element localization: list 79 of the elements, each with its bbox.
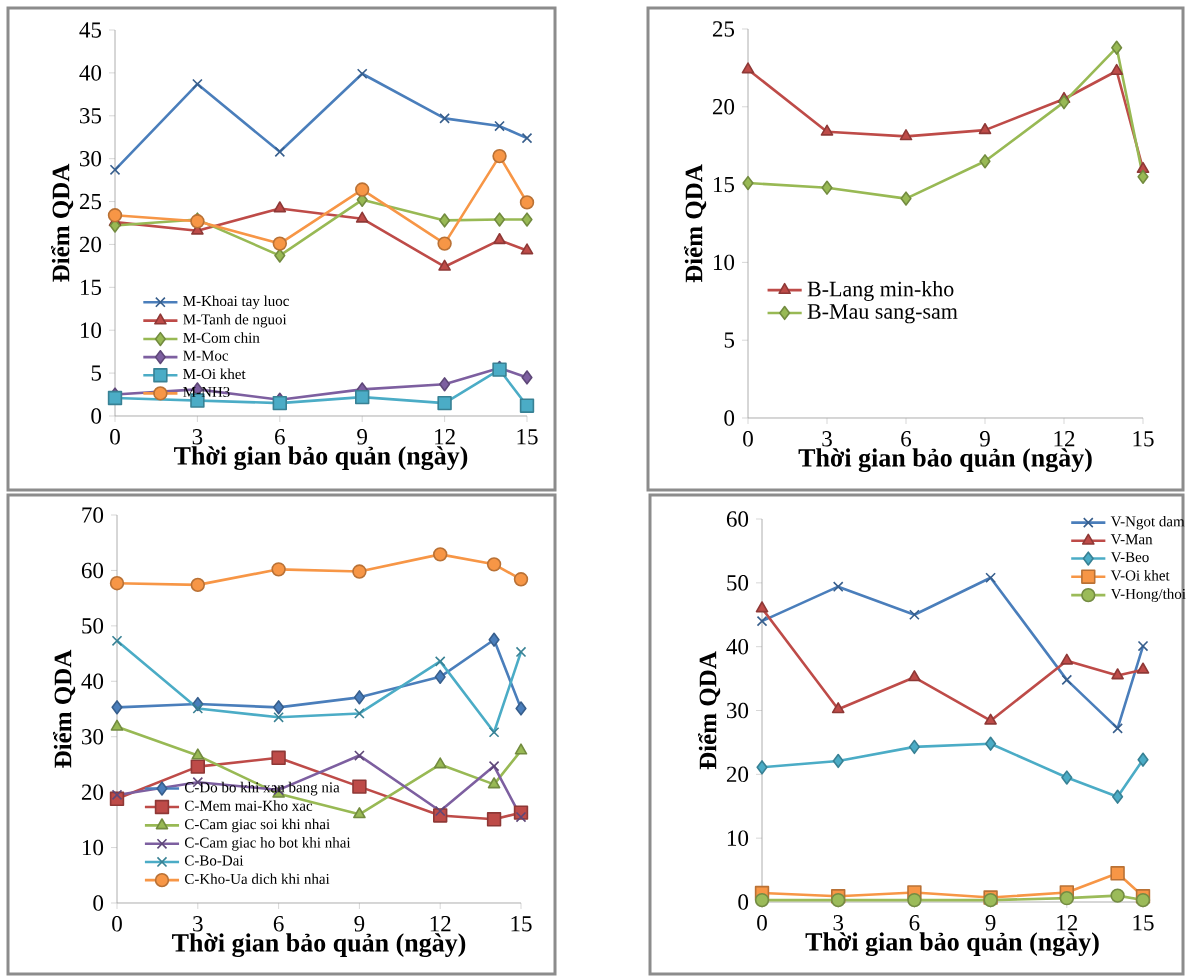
y-tick-label: 5 — [724, 332, 735, 348]
legend-label: C-Cam giac soi khi nhai — [184, 818, 330, 833]
y-tick-label: 35 — [80, 108, 102, 124]
y-tick-label: 20 — [712, 99, 735, 115]
y-axis-title: Điểm QDA — [52, 649, 76, 768]
legend-label: V-Oi khet — [1110, 569, 1170, 581]
x-tick-label: 0 — [757, 915, 767, 931]
x-tick-label: 6 — [901, 431, 912, 447]
y-tick-label: 10 — [80, 322, 102, 338]
y-tick-label: 30 — [727, 702, 749, 719]
x-tick-label: 9 — [985, 915, 996, 931]
y-tick-label: 10 — [713, 254, 735, 271]
y-tick-label: 20 — [81, 784, 104, 800]
x-axis-title: Thời gian bảo quản (ngày) — [805, 932, 1099, 957]
x-tick-label: 15 — [1133, 431, 1154, 447]
y-tick-label: 5 — [91, 365, 102, 381]
y-tick-label: 10 — [82, 839, 104, 856]
y-tick-label: 40 — [79, 65, 102, 81]
x-axis-title: Thời gian bảo quản (ngày) — [798, 448, 1092, 473]
y-tick-label: 40 — [81, 673, 104, 690]
x-tick-label: 15 — [517, 429, 538, 445]
y-axis-title: Điểm QDA — [683, 164, 707, 283]
x-tick-label: 3 — [822, 431, 832, 447]
x-tick-label: 0 — [110, 429, 120, 445]
x-tick-label: 15 — [1133, 915, 1154, 931]
legend-label: V-Hong/thoi — [1110, 588, 1186, 603]
y-tick-label: 40 — [726, 638, 749, 655]
x-tick-label: 6 — [909, 915, 920, 931]
legend-label: B-Lang min-kho — [807, 280, 954, 301]
y-tick-label: 15 — [713, 176, 735, 193]
y-tick-label: 50 — [82, 618, 104, 634]
x-tick-label: 12 — [435, 429, 455, 445]
legend-label: C-Bo-Dai — [184, 855, 244, 866]
x-tick-label: 3 — [193, 916, 203, 932]
y-tick-label: 20 — [79, 236, 102, 253]
x-tick-label: 3 — [192, 429, 203, 445]
legend-label: B-Mau sang-sam — [807, 304, 958, 324]
y-tick-label: 50 — [727, 575, 749, 591]
legend-label: M-Com chin — [183, 332, 260, 343]
y-tick-label: 10 — [727, 830, 749, 846]
x-tick-label: 9 — [357, 429, 367, 445]
legend-label: C-Kho-Ua dich khi nhai — [184, 873, 330, 884]
y-tick-label: 20 — [726, 766, 749, 783]
x-tick-label: 6 — [273, 916, 284, 932]
y-tick-label: 45 — [79, 22, 102, 38]
y-tick-label: 70 — [82, 507, 104, 523]
x-axis-title: Thời gian bảo quản (ngày) — [174, 446, 468, 471]
y-tick-label: 0 — [91, 408, 102, 424]
y-tick-label: 60 — [81, 562, 104, 579]
legend-label: C-Mem mai-Kho xac — [184, 800, 313, 811]
legend-label: V-Man — [1110, 534, 1153, 545]
x-axis-title: Thời gian bảo quản (ngày) — [172, 933, 466, 958]
x-tick-label: 12 — [1054, 431, 1075, 447]
y-tick-label: 30 — [82, 728, 104, 745]
x-tick-label: 12 — [430, 916, 451, 932]
y-axis-title: Điểm QDA — [697, 651, 721, 770]
y-tick-label: 25 — [712, 21, 735, 37]
legend-label: V-Beo — [1110, 552, 1149, 563]
legend-label: V-Ngot dam — [1110, 515, 1185, 530]
legend-label: C-Cam giac ho bot khi nhai — [184, 837, 351, 851]
x-tick-label: 15 — [511, 916, 532, 932]
y-axis-title: Điểm QDA — [50, 163, 74, 282]
x-tick-label: 0 — [112, 916, 122, 932]
legend-label: M-Moc — [183, 350, 229, 361]
y-tick-label: 0 — [93, 895, 104, 911]
x-tick-label: 9 — [980, 431, 990, 447]
y-tick-label: 15 — [80, 279, 102, 296]
x-tick-label: 9 — [354, 916, 365, 932]
y-tick-label: 0 — [724, 410, 735, 426]
x-tick-label: 12 — [1057, 915, 1078, 931]
legend-label: M-Khoai tay luoc — [183, 295, 289, 310]
y-tick-label: 30 — [80, 150, 102, 167]
x-tick-label: 3 — [833, 915, 844, 931]
y-tick-label: 25 — [79, 193, 102, 210]
legend-label: M-Oi khet — [183, 368, 246, 380]
x-tick-label: 6 — [275, 429, 285, 445]
y-tick-label: 60 — [726, 511, 749, 527]
y-tick-label: 0 — [738, 894, 749, 910]
legend-label: M-Tanh de nguoi — [183, 313, 287, 328]
